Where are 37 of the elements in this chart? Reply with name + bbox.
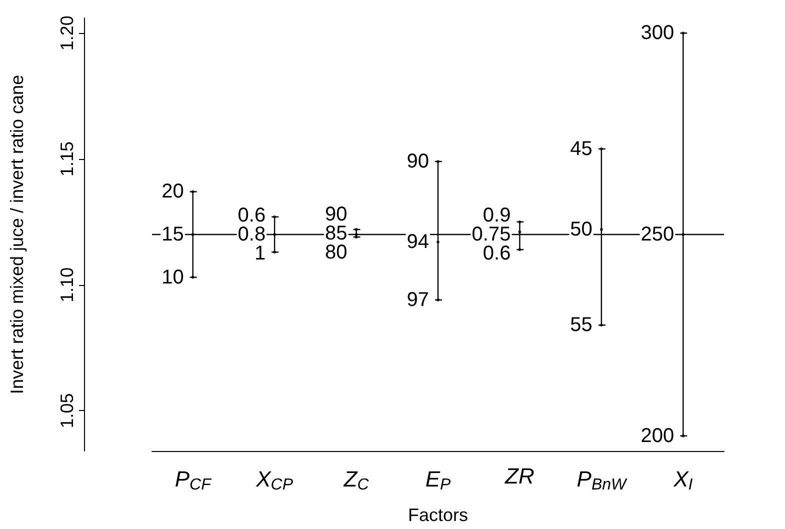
point — [518, 230, 522, 234]
annotation: 20 — [162, 180, 184, 203]
point — [600, 228, 603, 231]
annotation: 97 — [406, 288, 429, 311]
point — [191, 276, 194, 279]
annotation: 85 — [325, 222, 348, 245]
point — [191, 190, 194, 194]
y-tick-label: 1.05 — [57, 393, 77, 428]
annotation: 55 — [570, 314, 592, 336]
y-tick-label: 1.15 — [57, 141, 77, 176]
y-axis-title: Invert ratio mixed juce / invert ratio cane — [7, 74, 27, 394]
annotation: 15 — [162, 224, 184, 246]
annotation: 0.6 — [238, 204, 266, 226]
annotation: 1 — [254, 242, 266, 264]
annotation: 200 — [640, 424, 674, 447]
annotation: 94 — [406, 231, 429, 254]
point — [600, 324, 603, 327]
annotation: 50 — [570, 218, 592, 240]
point — [518, 220, 522, 224]
point — [600, 147, 603, 150]
annotation: 300 — [640, 22, 674, 44]
y-tick-label: 1.20 — [57, 16, 77, 51]
point — [354, 228, 358, 231]
annotation: 0.6 — [482, 242, 511, 264]
annotation: 0.75 — [472, 224, 511, 246]
annotation: 90 — [406, 150, 429, 172]
point — [273, 215, 276, 218]
x-tick-label: ZR — [504, 464, 534, 488]
y-tick-label: 1.10 — [57, 267, 77, 302]
annotation: 10 — [162, 266, 184, 288]
x-axis-title: Factors — [408, 505, 468, 525]
annotation: 0.8 — [238, 224, 266, 246]
annotation: 250 — [640, 224, 674, 246]
annotation: 0.9 — [482, 204, 511, 226]
annotation: 45 — [570, 138, 592, 160]
point — [518, 248, 522, 252]
point — [273, 250, 276, 254]
